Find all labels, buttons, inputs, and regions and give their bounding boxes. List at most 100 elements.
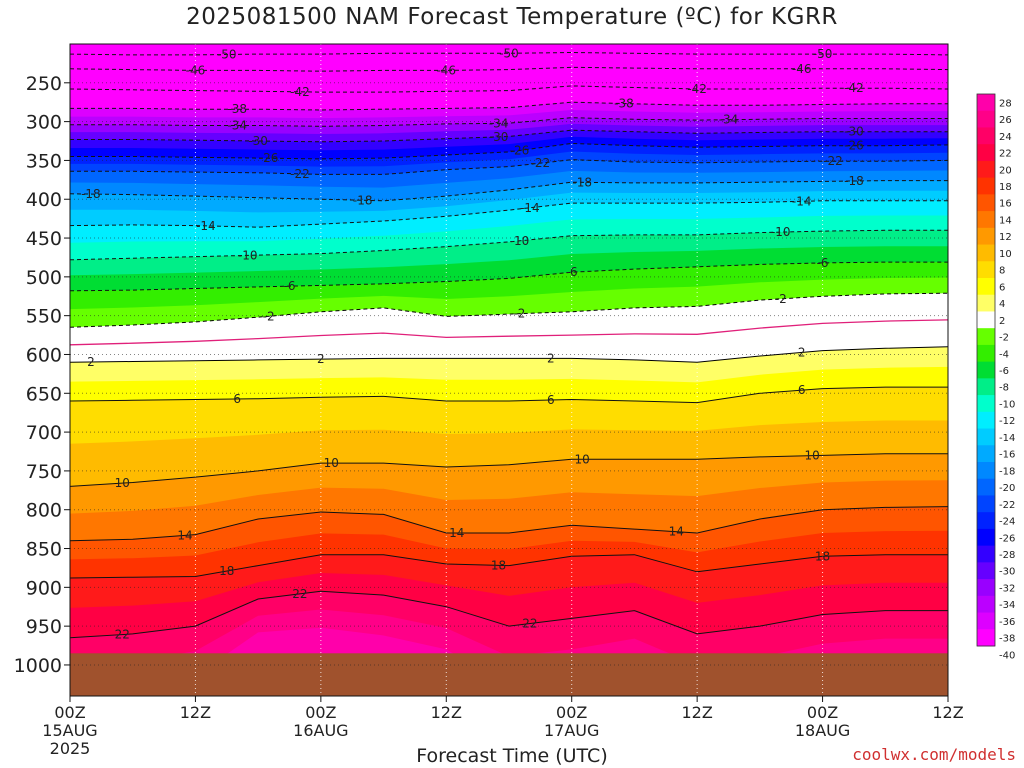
- colorbar-swatch: [977, 562, 995, 580]
- colorbar-swatch: [977, 211, 995, 229]
- contour-label: -42: [687, 82, 707, 96]
- y-tick-label: 950: [26, 616, 62, 638]
- contour-label: -10: [510, 234, 530, 248]
- colorbar-swatch: [977, 294, 995, 312]
- contour-label: 14: [449, 526, 464, 540]
- x-tick-label: 00Z: [807, 703, 838, 722]
- colorbar-swatch: [977, 110, 995, 128]
- contour-label: -38: [614, 97, 634, 111]
- contour-label: -46: [186, 63, 206, 77]
- grid: [70, 44, 948, 696]
- colorbar-border: [976, 93, 996, 647]
- contour-label: -46: [792, 62, 812, 76]
- isotherm-line: [70, 346, 948, 363]
- colorbar-swatch: [977, 127, 995, 145]
- chart-title: 2025081500 NAM Forecast Temperature (ºC)…: [186, 4, 838, 30]
- ground-mask: [70, 653, 948, 696]
- colorbar-swatch: [977, 311, 995, 329]
- isotherm-line: [70, 590, 948, 639]
- isotherm-line: [70, 51, 948, 56]
- y-tick-label: 1000: [14, 655, 62, 677]
- isotherm-line: [70, 453, 948, 487]
- colorbar-swatch: [977, 528, 995, 547]
- contour-label: -42: [290, 85, 310, 99]
- contour-label: -6: [817, 256, 829, 270]
- contour-label: 6: [233, 392, 241, 406]
- x-tick-label: 16AUG: [293, 721, 348, 740]
- colorbar-label: 10: [999, 249, 1012, 260]
- contour-label: -18: [844, 174, 864, 188]
- contour-label: 6: [798, 383, 806, 397]
- contour-label: 2: [798, 345, 806, 359]
- colorbar-swatch: [977, 328, 995, 346]
- colorbar-swatch: [977, 378, 995, 396]
- contour-label: -34: [489, 116, 509, 130]
- colorbar-swatch: [977, 478, 995, 496]
- x-tick-label: 12Z: [681, 703, 712, 722]
- x-tick-label: 18AUG: [795, 721, 850, 740]
- colorbar-swatch: [977, 177, 995, 195]
- colorbar-label: 4: [999, 299, 1005, 310]
- contour-label: -30: [844, 125, 864, 139]
- colorbar-label: -12: [999, 416, 1015, 427]
- isotherm-line: [70, 386, 948, 404]
- y-tick-label: 250: [26, 73, 62, 95]
- contour-label: -10: [771, 225, 791, 239]
- y-axis-ticks: 250 300 350 400 450 500 550 600 650 700 750 800 850 9…: [14, 73, 70, 677]
- colorbar-label: -14: [999, 433, 1015, 444]
- contour-label: 10: [804, 449, 819, 463]
- contour-label: -50: [499, 46, 519, 60]
- x-tick-label: 12Z: [932, 703, 963, 722]
- isotherm-line: [70, 506, 948, 542]
- colorbar-label: 2: [999, 316, 1005, 327]
- colorbar-label: -36: [999, 617, 1015, 628]
- isotherm-line: [70, 101, 948, 111]
- x-tick-label: 00Z: [305, 703, 336, 722]
- contour-label: -14: [520, 201, 540, 215]
- contour-label: 2: [87, 355, 95, 369]
- y-tick-label: 550: [26, 306, 62, 328]
- colorbar-label: -6: [999, 366, 1009, 377]
- contour-label: -22: [823, 154, 843, 168]
- colorbar-swatch: [977, 227, 995, 246]
- contour-label: -2: [263, 309, 275, 323]
- y-tick-label: 300: [26, 112, 62, 134]
- colorbar-label: 22: [999, 149, 1012, 160]
- isotherm-line: [70, 66, 948, 72]
- y-tick-label: 600: [26, 344, 62, 366]
- colorbar-swatch: [977, 629, 995, 647]
- colorbar-label: 24: [999, 132, 1012, 143]
- colorbar-label: -24: [999, 517, 1015, 528]
- y-tick-label: 750: [26, 461, 62, 483]
- y-tick-label: 650: [26, 383, 62, 405]
- y-tick-label: 800: [26, 500, 62, 522]
- contour-label: 18: [815, 549, 830, 563]
- contour-label: -18: [81, 187, 101, 201]
- contour-label: -2: [513, 307, 525, 321]
- contour-label: -6: [566, 265, 578, 279]
- colorbar-swatch: [977, 244, 995, 262]
- contour-label: 18: [491, 558, 506, 572]
- colorbar-swatch: [977, 428, 995, 446]
- colorbar-label: -28: [999, 550, 1015, 561]
- colorbar-label: 16: [999, 199, 1012, 210]
- colorbar-swatch: [977, 261, 995, 279]
- contour-label: -14: [196, 219, 216, 233]
- colorbar-swatch: [977, 361, 995, 379]
- contour-label: -26: [510, 143, 530, 157]
- contour-label: -50: [813, 47, 833, 61]
- colorbar-swatch: [977, 144, 995, 162]
- contour-label: 2: [317, 352, 325, 366]
- colorbar-swatch: [977, 512, 995, 530]
- y-tick-label: 350: [26, 150, 62, 172]
- colorbar-label: -32: [999, 583, 1015, 594]
- colorbar-label: 12: [999, 232, 1012, 243]
- contour-label: 10: [575, 452, 590, 466]
- freezing-line: [70, 319, 948, 346]
- contour-label: 2: [547, 351, 555, 365]
- colorbar-swatch: [977, 94, 995, 112]
- colorbar-label: 14: [999, 215, 1012, 226]
- colorbar-label: -10: [999, 399, 1015, 410]
- y-tick-label: 900: [26, 577, 62, 599]
- colorbar-swatch: [977, 579, 995, 597]
